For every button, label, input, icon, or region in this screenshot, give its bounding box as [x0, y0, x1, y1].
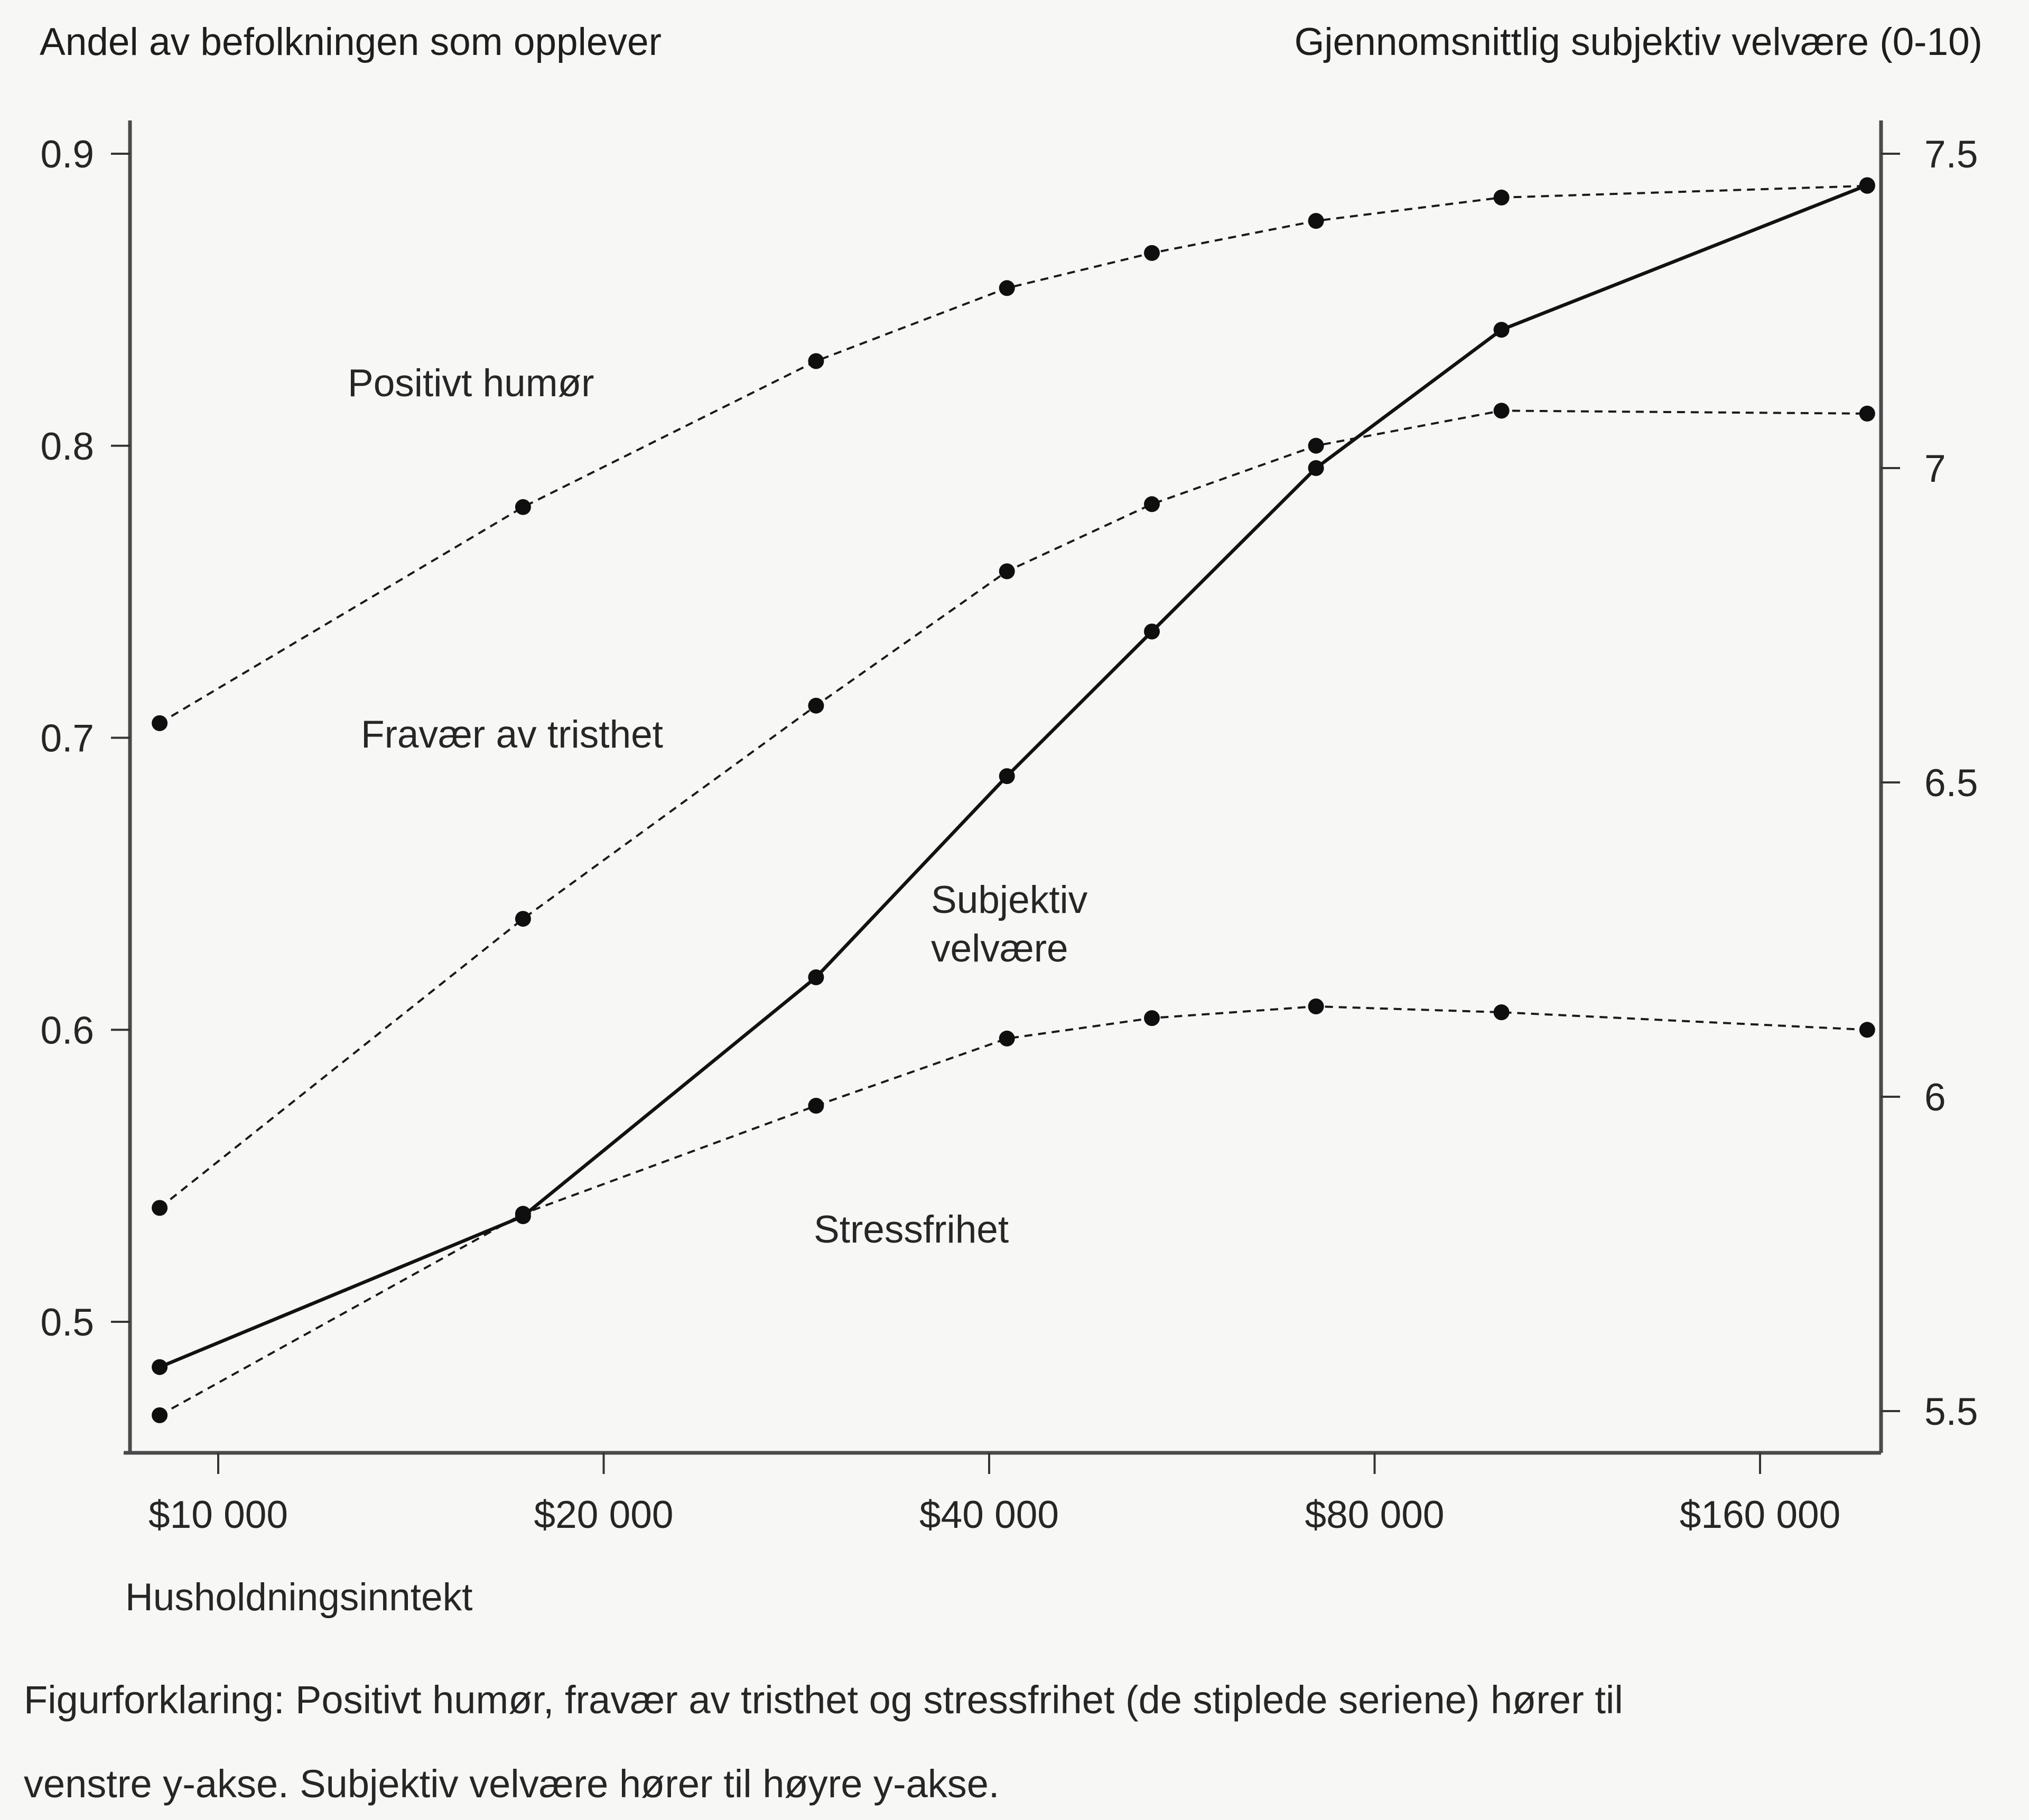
- right-axis-tick-label: 7.5: [1924, 133, 1978, 176]
- series-label: Subjektiv: [931, 879, 1088, 921]
- axis-ticks: 0.9 0.8 0.7 0.6 0.5 7.5 7 6.5 6 5.5 $10 000 $20 000…: [41, 133, 1978, 1536]
- data-point-stressfrihet: [808, 1098, 824, 1114]
- data-point-fravaer-av-tristhet: [515, 911, 531, 927]
- data-point-subjektiv-velvaere: [999, 768, 1015, 785]
- right-axis-title: Gjennomsnittlig subjektiv velvære (0-10): [1295, 21, 1983, 63]
- data-point-positivt-humor: [1493, 189, 1510, 206]
- data-point-fravaer-av-tristhet: [1144, 496, 1160, 512]
- series-line-stressfrihet: [159, 1005, 1867, 1416]
- left-axis-tick-label: 0.5: [41, 1301, 94, 1344]
- data-point-stressfrihet: [1308, 998, 1324, 1014]
- data-point-fravaer-av-tristhet: [1308, 437, 1324, 454]
- data-point-stressfrihet: [1493, 1004, 1510, 1021]
- left-axis-tick-label: 0.7: [41, 717, 94, 760]
- data-point-fravaer-av-tristhet: [808, 697, 824, 714]
- series-label: Stressfrihet: [814, 1208, 1009, 1251]
- x-axis-tick-label: $80 000: [1305, 1494, 1445, 1536]
- series-annotations: Positivt humør Fravær av tristhet Subjekti…: [348, 362, 1088, 1251]
- data-point-stressfrihet: [1144, 1010, 1160, 1026]
- data-point-positivt-humor: [1308, 213, 1324, 229]
- x-axis-tick-label: $40 000: [919, 1494, 1059, 1536]
- right-axis-tick-label: 6.5: [1924, 762, 1978, 805]
- right-axis-tick-label: 6: [1924, 1076, 1946, 1119]
- series-line-fravaer-av-tristhet: [159, 409, 1867, 1209]
- series-line-subjektiv-velvaere: [159, 183, 1868, 1369]
- data-point-subjektiv-velvaere: [1859, 177, 1875, 193]
- data-point-positivt-humor: [999, 280, 1015, 296]
- data-point-subjektiv-velvaere: [515, 1208, 531, 1225]
- caption-line-1: Figurforklaring: Positivt humør, fravær …: [24, 1678, 1623, 1722]
- data-point-positivt-humor: [1144, 245, 1160, 261]
- x-axis-label: Husholdningsinntekt: [125, 1576, 472, 1619]
- series-lines: [159, 183, 1868, 1416]
- data-point-fravaer-av-tristhet: [1859, 405, 1875, 422]
- data-point-subjektiv-velvaere: [808, 969, 824, 985]
- data-point-subjektiv-velvaere: [1308, 460, 1324, 476]
- data-point-stressfrihet: [1859, 1022, 1875, 1038]
- data-point-subjektiv-velvaere: [1144, 623, 1160, 640]
- series-label: Fravær av tristhet: [361, 713, 663, 756]
- series-line-positivt-humor: [159, 184, 1867, 724]
- data-point-fravaer-av-tristhet: [152, 1200, 168, 1216]
- right-axis-tick-label: 5.5: [1924, 1390, 1978, 1433]
- data-point-stressfrihet: [999, 1030, 1015, 1047]
- series-label: velvære: [931, 927, 1068, 970]
- right-axis-tick-label: 7: [1924, 447, 1946, 490]
- data-point-fravaer-av-tristhet: [999, 563, 1015, 580]
- data-point-stressfrihet: [152, 1407, 168, 1423]
- data-point-subjektiv-velvaere: [152, 1359, 168, 1375]
- data-point-fravaer-av-tristhet: [1493, 403, 1510, 419]
- data-point-subjektiv-velvaere: [1493, 322, 1510, 338]
- left-axis-title: Andel av befolkningen som opplever: [40, 21, 662, 63]
- x-axis-tick-label: $160 000: [1680, 1494, 1840, 1536]
- data-point-positivt-humor: [152, 715, 168, 731]
- left-axis-tick-label: 0.9: [41, 133, 94, 176]
- data-point-positivt-humor: [515, 499, 531, 515]
- data-point-positivt-humor: [808, 353, 824, 369]
- series-points: [152, 177, 1875, 1423]
- caption-line-2: venstre y-akse. Subjektiv velvære hører …: [24, 1762, 999, 1806]
- left-axis-tick-label: 0.8: [41, 425, 94, 468]
- series-label: Positivt humør: [348, 362, 594, 405]
- x-axis-tick-label: $10 000: [148, 1494, 288, 1536]
- x-axis-tick-label: $20 000: [534, 1494, 674, 1536]
- axes: [124, 120, 1883, 1455]
- left-axis-tick-label: 0.6: [41, 1009, 94, 1052]
